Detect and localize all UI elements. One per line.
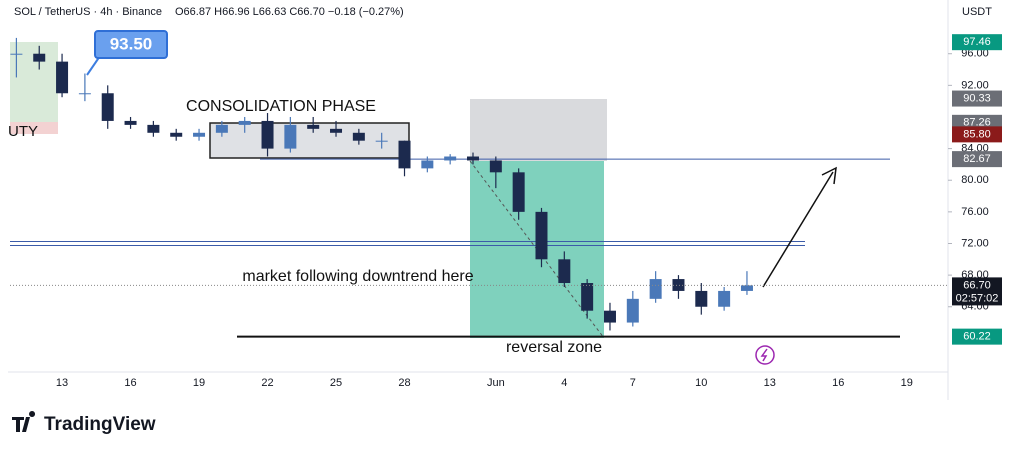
x-tick-label: 19 [901, 377, 913, 389]
x-tick-label: 19 [193, 377, 205, 389]
candle-body [375, 140, 388, 142]
consolidation-label: CONSOLIDATION PHASE [186, 98, 376, 115]
arrow [762, 171, 834, 288]
candle-body [238, 120, 251, 125]
x-tick-label: 16 [124, 377, 136, 389]
candle-body [558, 259, 571, 284]
candle-body [284, 124, 297, 149]
x-tick-label: 13 [764, 377, 776, 389]
currency: USDT [962, 6, 992, 18]
ohlc: O66.87 H66.96 L66.63 C66.70 −0.18 (−0.27… [175, 6, 404, 18]
y-tick-label: 72.00 [961, 237, 989, 249]
alert-icon[interactable] [755, 345, 775, 365]
x-tick-label: 13 [56, 377, 68, 389]
left-zone-red [10, 122, 58, 134]
candle-body [672, 279, 685, 291]
x-tick-label: 16 [832, 377, 844, 389]
candle-body [398, 140, 411, 169]
candle-body [695, 290, 708, 307]
left-label: UTY [8, 123, 38, 140]
x-tick-label: 28 [398, 377, 410, 389]
candle-body [444, 156, 457, 161]
x-tick-label: 7 [630, 377, 636, 389]
measure-diagonal [469, 160, 605, 339]
candle-body [170, 132, 183, 137]
y-tick-label: 80.00 [961, 174, 989, 186]
candle-body [649, 279, 662, 299]
candle-body [535, 211, 548, 260]
price-label: 82.67 [963, 153, 991, 165]
candle-body [307, 124, 320, 129]
candle-body [330, 128, 343, 133]
price-label-bg [952, 328, 1002, 345]
x-tick-label: 4 [561, 377, 567, 389]
candle-body [718, 290, 731, 307]
candle-body [352, 132, 365, 141]
candle-body [467, 156, 479, 161]
price-label: 60.22 [963, 331, 991, 343]
price-label: 85.80 [963, 128, 991, 140]
price-label: 66.70 [963, 279, 991, 291]
price-label: 97.46 [963, 36, 991, 48]
price-label-bg [952, 277, 1002, 306]
price-label-bg [952, 126, 1002, 143]
price-label-bg [952, 151, 1002, 168]
measure-top [470, 99, 607, 161]
candle-body [512, 172, 525, 212]
y-tick-label: 92.00 [961, 79, 989, 91]
candle-body [33, 53, 46, 62]
y-tick-label: 96.00 [961, 48, 989, 60]
callout-pointer [86, 55, 101, 76]
candle-body [101, 93, 114, 121]
candle-body [489, 160, 502, 173]
candle-body [603, 310, 616, 323]
price-label-bg [952, 90, 1002, 107]
candle-body [193, 132, 206, 137]
candle-body [626, 298, 639, 323]
price-label: 90.33 [963, 92, 991, 104]
brand: TradingView [44, 414, 156, 435]
symbol: SOL / TetherUS · 4h · Binance [14, 6, 162, 18]
candle-body [421, 160, 434, 169]
candle-body [56, 61, 69, 94]
candle-body [124, 120, 137, 125]
x-tick-label: 25 [330, 377, 342, 389]
candle-body [740, 285, 753, 291]
candle-body [581, 283, 594, 311]
y-tick-label: 76.00 [961, 206, 989, 218]
reversal-label: reversal zone [506, 339, 602, 356]
candle-body [10, 53, 23, 55]
x-tick-label: Jun [487, 377, 505, 389]
downtrend-label: market following downtrend here [242, 268, 473, 285]
countdown: 02:57:02 [956, 292, 999, 304]
callout-box [94, 30, 168, 59]
arrow-head [821, 166, 837, 185]
candle-body [215, 124, 228, 133]
x-tick-label: 10 [695, 377, 707, 389]
candle-body [78, 93, 91, 95]
candle-body [147, 124, 160, 133]
price-label-bg [952, 34, 1002, 51]
price-label: 87.26 [963, 117, 991, 129]
callout-text: 93.50 [110, 34, 153, 53]
x-tick-label: 22 [261, 377, 273, 389]
candle-body [261, 120, 274, 149]
alert-icon-bolt [760, 348, 768, 362]
brand-logo [12, 411, 36, 432]
